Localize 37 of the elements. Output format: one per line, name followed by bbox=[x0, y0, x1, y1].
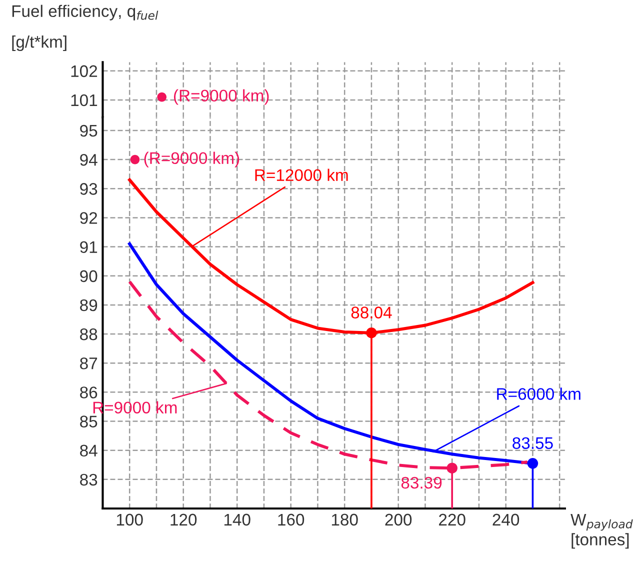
x-tick-label: 160 bbox=[278, 514, 304, 526]
y-tick-label: 92 bbox=[80, 212, 98, 224]
x-tick-label: 240 bbox=[492, 514, 520, 526]
annotation: R=12000 km bbox=[255, 168, 348, 181]
y-tick-label: 102 bbox=[71, 65, 98, 78]
y-tick-label: 83 bbox=[80, 474, 98, 486]
y-tick-label: 89 bbox=[80, 299, 98, 312]
y-tick-label: 90 bbox=[80, 270, 98, 282]
y-tick-label: 84 bbox=[80, 444, 98, 457]
y-tick-label: 85 bbox=[80, 416, 98, 428]
x-axis-title: W$_{payload}$ [tonnes] bbox=[570, 514, 633, 549]
x-tick-label: 100 bbox=[116, 514, 143, 526]
y-tick-label: 86 bbox=[80, 386, 98, 398]
data-label: 83.39 bbox=[401, 476, 442, 489]
y-tick-label: 91 bbox=[80, 241, 98, 253]
y-tick-label: 101 bbox=[71, 94, 98, 106]
text: [g/t*km] bbox=[12, 36, 66, 52]
y-axis-title: Fuel efficiency, q$_{fuel}$ bbox=[12, 4, 158, 20]
y-tick-label: 88 bbox=[80, 328, 98, 340]
point bbox=[130, 154, 140, 164]
data-label: 83.55 bbox=[512, 437, 553, 450]
point bbox=[446, 462, 458, 474]
y-tick-label: 95 bbox=[80, 124, 98, 137]
y-tick-label: 87 bbox=[80, 358, 98, 370]
point bbox=[527, 458, 538, 469]
y-tick-label: 94 bbox=[80, 154, 98, 166]
x-tick-label: 120 bbox=[170, 514, 197, 526]
annotation: (R=9000 km) bbox=[144, 152, 240, 168]
data-label: 88.04 bbox=[351, 306, 392, 318]
x-tick-label: 140 bbox=[224, 514, 250, 526]
x-tick-label: 200 bbox=[385, 514, 412, 526]
point bbox=[366, 327, 377, 338]
x-tick-label: 220 bbox=[439, 514, 466, 526]
x-tick-label: 180 bbox=[332, 514, 358, 526]
annotation: R=6000 km bbox=[497, 388, 580, 400]
annotation: (R=9000 km) bbox=[174, 89, 269, 105]
y-tick-label: 93 bbox=[80, 183, 98, 195]
